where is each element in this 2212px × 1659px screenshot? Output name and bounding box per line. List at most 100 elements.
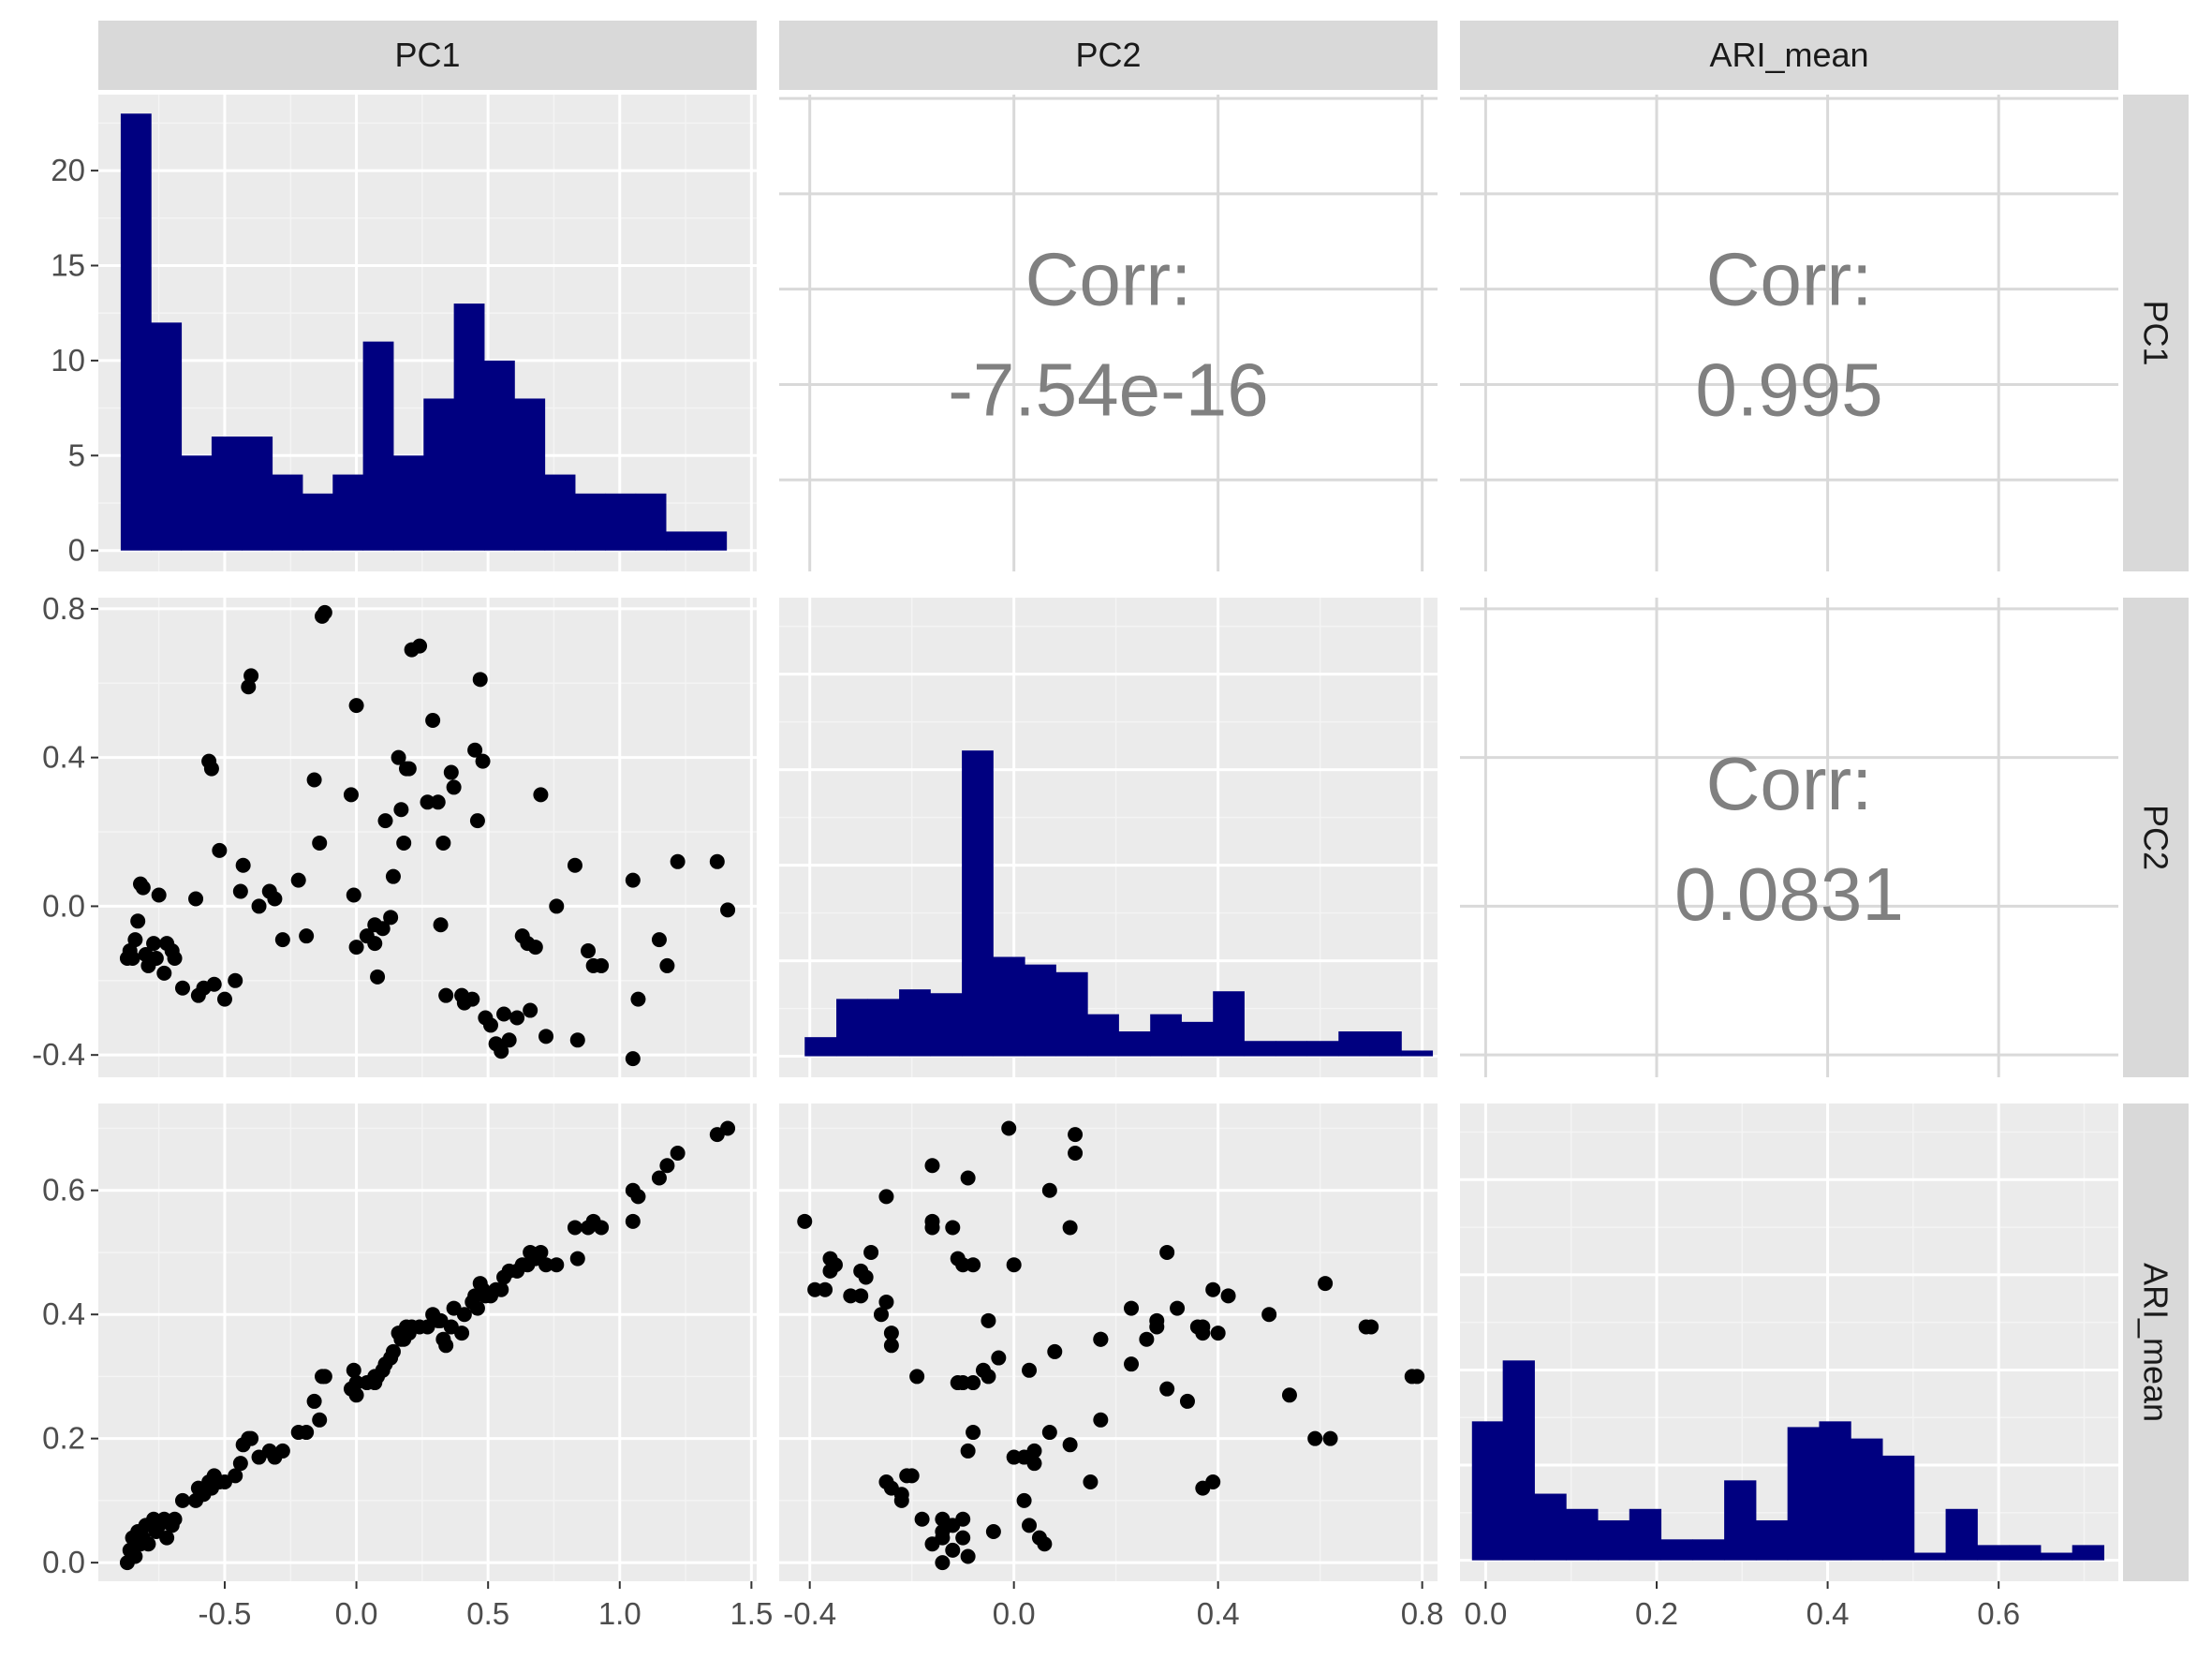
- scatter-point: [670, 853, 686, 869]
- scatter-point: [188, 891, 204, 907]
- scatter-point: [299, 1425, 315, 1441]
- scatter-point: [494, 1281, 509, 1297]
- scatter-point: [1016, 1449, 1032, 1465]
- tick-label-x: 0.0: [993, 1596, 1036, 1631]
- correlation-value: 0.0831: [1674, 852, 1904, 936]
- tick-label-y: 0.0: [42, 1545, 85, 1579]
- histogram-bar: [362, 341, 394, 551]
- scatter-point: [1318, 1276, 1334, 1292]
- tick-label-y: 0: [68, 533, 85, 568]
- histogram-bar: [1471, 1421, 1504, 1561]
- histogram-bar: [1851, 1438, 1883, 1561]
- scatter-point: [659, 1158, 675, 1174]
- tick-label-y: -0.4: [32, 1037, 85, 1072]
- histogram-bar: [1597, 1519, 1630, 1561]
- scatter-point: [651, 1170, 667, 1186]
- scatter-point: [290, 872, 306, 888]
- scatter-point: [1139, 1331, 1155, 1347]
- panel-background: [98, 1104, 757, 1581]
- scatter-point: [501, 1032, 517, 1048]
- histogram-bar: [1945, 1508, 1978, 1561]
- scatter-point: [1093, 1331, 1109, 1347]
- scatter-point: [955, 1375, 971, 1391]
- histogram-bar: [1629, 1508, 1662, 1561]
- scatter-point: [581, 943, 597, 959]
- scatter-point: [216, 991, 232, 1007]
- histogram-bar: [1819, 1421, 1851, 1561]
- scatter-point: [1093, 1412, 1109, 1428]
- tick-label-x: 0.0: [335, 1596, 378, 1631]
- strip-right-label: ARI_mean: [2137, 1263, 2175, 1422]
- histogram-bar: [1660, 1539, 1693, 1561]
- panel-pc2-ari_mean: Corr: 0.0831: [1460, 598, 2118, 1077]
- scatter-point: [1307, 1430, 1323, 1446]
- scatter-point: [425, 712, 441, 728]
- scatter-point: [975, 1362, 991, 1378]
- scatter-point: [594, 957, 610, 973]
- histogram-bar: [899, 989, 931, 1057]
- scatter-point: [377, 813, 393, 829]
- strip-right-label: PC2: [2137, 805, 2175, 870]
- correlation-label: Corr:: [1706, 742, 1873, 825]
- scatter-point: [375, 921, 391, 937]
- scatter-point: [228, 1468, 243, 1484]
- strip-right-pc2: [2123, 598, 2189, 1077]
- scatter-point: [883, 1326, 899, 1341]
- scatter-point: [904, 1468, 920, 1484]
- tick-label-x: 0.4: [1197, 1596, 1240, 1631]
- scatter-point: [863, 1244, 879, 1260]
- scatter-point: [1022, 1362, 1038, 1378]
- scatter-point: [981, 1312, 996, 1328]
- scatter-point: [446, 779, 462, 795]
- scatter-point: [306, 1393, 322, 1409]
- tick-label-x: 0.0: [1464, 1596, 1507, 1631]
- scatter-point: [385, 1343, 401, 1359]
- scatter-point: [1205, 1281, 1221, 1297]
- scatter-point: [203, 761, 219, 777]
- tick-label-x: 0.4: [1806, 1596, 1850, 1631]
- histogram-bar: [1882, 1455, 1915, 1561]
- scatter-point: [533, 787, 549, 803]
- histogram-bar: [544, 474, 576, 551]
- scatter-point: [312, 1412, 328, 1428]
- histogram-bar: [1276, 1041, 1307, 1057]
- scatter-point: [385, 868, 401, 884]
- scatter-point: [438, 1338, 454, 1354]
- scatter-point: [148, 950, 164, 966]
- scatter-point: [443, 764, 459, 780]
- scatter-point: [383, 910, 399, 926]
- scatter-point: [306, 772, 322, 788]
- scatter-point: [433, 917, 449, 933]
- histogram-bar: [804, 1037, 837, 1057]
- panel-pc1-pc1: 0 5 10 15 20: [51, 95, 757, 571]
- scatter-point: [924, 1158, 940, 1174]
- scatter-point: [370, 969, 386, 985]
- scatter-point: [393, 802, 409, 818]
- correlation-label: Corr:: [1025, 238, 1192, 321]
- scatter-point: [594, 1220, 610, 1236]
- histogram-bar: [151, 322, 183, 551]
- histogram-bar: [483, 360, 515, 551]
- histogram-bar: [1724, 1480, 1757, 1561]
- scatter-point: [985, 1524, 1001, 1540]
- scatter-point: [348, 1375, 364, 1391]
- scatter-point: [454, 1326, 470, 1341]
- scatter-point: [465, 991, 480, 1007]
- scatter-point: [549, 1257, 565, 1273]
- scatter-point: [924, 1536, 940, 1552]
- scatter-point: [945, 1220, 961, 1236]
- scatter-point: [391, 749, 406, 765]
- scatter-point: [878, 1294, 894, 1310]
- strip-top-label: ARI_mean: [1709, 36, 1868, 74]
- scatter-point: [299, 928, 315, 944]
- scatter-point: [430, 794, 446, 810]
- correlation-label: Corr:: [1706, 238, 1873, 321]
- scatter-point: [174, 1492, 190, 1508]
- scatter-point: [146, 936, 162, 952]
- scatter-point: [924, 1220, 940, 1236]
- scatter-point: [960, 1548, 976, 1564]
- scatter-point: [853, 1263, 869, 1279]
- scatter-point: [401, 761, 417, 777]
- scatter-point: [567, 1220, 582, 1236]
- histogram-bar: [302, 493, 333, 551]
